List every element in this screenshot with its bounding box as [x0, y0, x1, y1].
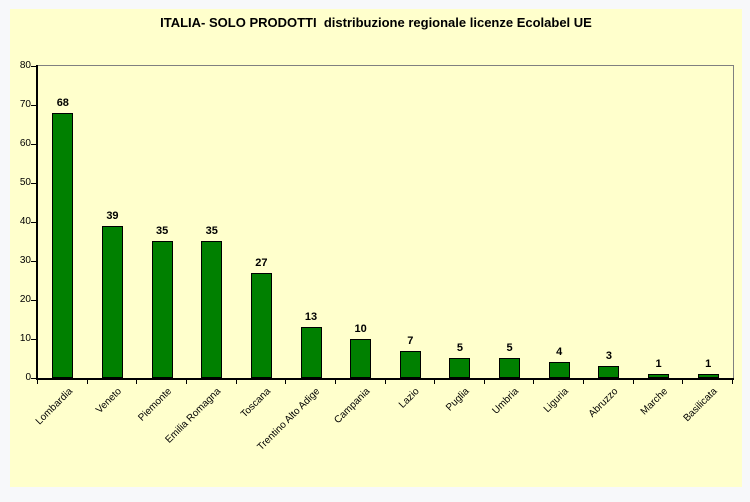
y-axis-label: 0 [25, 372, 31, 383]
y-axis-label: 60 [19, 138, 31, 149]
bar [697, 374, 719, 378]
x-axis-tick [136, 378, 138, 384]
y-axis-tick [31, 182, 37, 184]
bar-value-label: 7 [407, 335, 414, 347]
x-axis-label: Toscana [239, 386, 274, 421]
bar [151, 241, 173, 378]
bar-value-label: 4 [556, 346, 563, 358]
x-axis-label: Liguria [542, 386, 572, 416]
bar [250, 273, 272, 378]
bar [201, 241, 223, 378]
x-axis-label: Lazio [397, 386, 423, 411]
bar-value-label: 5 [456, 342, 463, 354]
plot-border-right [733, 65, 734, 379]
x-axis-label: Abruzzo [586, 386, 621, 420]
bar-value-label: 35 [155, 225, 169, 237]
x-axis-label: Lombardia [33, 386, 75, 428]
x-axis-tick [235, 378, 237, 384]
bar [648, 374, 670, 378]
y-axis-tick [31, 143, 37, 145]
chart-title: ITALIA- SOLO PRODOTTI distribuzione regi… [160, 15, 592, 30]
bar [52, 113, 74, 378]
x-axis-tick [483, 378, 485, 384]
chart-box: ITALIA- SOLO PRODOTTI distribuzione regi… [10, 9, 742, 487]
bar-value-label: 10 [354, 323, 367, 335]
plot-border-top [38, 65, 734, 66]
bar-value-label: 35 [205, 225, 218, 237]
bar-value-label: 3 [605, 350, 612, 362]
bar [300, 327, 322, 378]
x-axis-tick [533, 378, 535, 384]
y-axis-label: 70 [19, 99, 31, 110]
bar-value-label: 27 [255, 257, 268, 269]
y-axis-label: 30 [19, 255, 31, 266]
x-axis-label: Umbria [490, 386, 522, 417]
x-axis-tick [583, 378, 585, 384]
bar [499, 358, 521, 378]
x-axis-label: Veneto [94, 386, 125, 416]
bar-value-label: 39 [106, 210, 119, 222]
y-axis-tick [31, 338, 37, 340]
x-axis-tick [384, 378, 386, 384]
y-axis-tick [31, 260, 37, 262]
x-axis-label: Piemonte [136, 386, 174, 424]
x-axis-tick [86, 378, 88, 384]
x-axis-tick [334, 378, 336, 384]
bar-value-label: 1 [705, 358, 712, 370]
bar [101, 226, 123, 378]
x-axis-tick [682, 378, 684, 384]
bar [548, 362, 570, 378]
x-axis-label: Basilicata [681, 386, 720, 425]
x-axis-label: Marche [638, 386, 671, 418]
y-axis-label: 40 [19, 216, 31, 227]
y-axis-tick [31, 104, 37, 106]
x-axis-tick [632, 378, 634, 384]
bar [350, 339, 372, 378]
x-axis-tick [37, 378, 38, 384]
y-axis-label: 10 [19, 333, 31, 344]
bar [449, 358, 471, 378]
x-axis-tick [185, 378, 187, 384]
x-axis-tick [285, 378, 287, 384]
x-axis-tick [434, 378, 436, 384]
x-axis-tick [732, 378, 733, 384]
y-axis-tick [31, 377, 37, 379]
bar-value-label: 1 [655, 358, 662, 370]
bar [399, 351, 421, 378]
bar-value-label: 13 [304, 311, 318, 323]
x-axis-label: Puglia [444, 386, 472, 414]
y-axis-line [36, 65, 38, 378]
y-axis-tick [31, 221, 37, 223]
y-axis-tick [31, 299, 37, 301]
bar-value-label: 5 [506, 342, 513, 354]
y-axis-label: 80 [19, 60, 31, 71]
x-axis-label: Campania [332, 386, 373, 427]
y-axis-label: 50 [19, 177, 31, 188]
y-axis-label: 20 [19, 294, 31, 305]
bar [598, 366, 620, 378]
y-axis-tick [31, 65, 37, 67]
bar-value-label: 68 [56, 97, 69, 109]
